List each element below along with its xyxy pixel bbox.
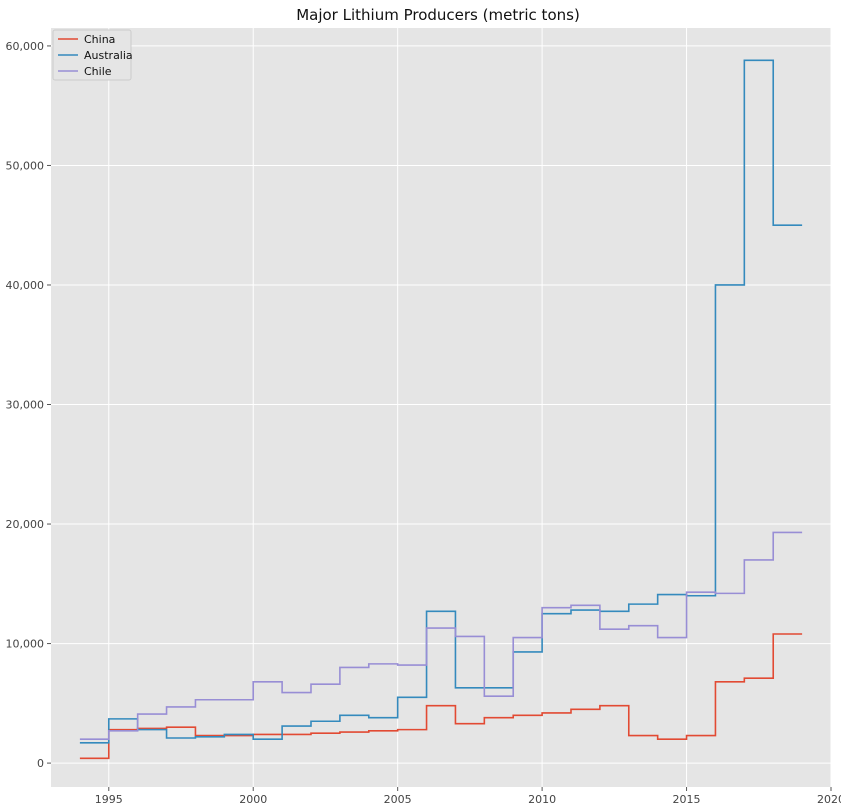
x-tick-label: 1995: [95, 793, 123, 806]
y-tick-label: 30,000: [6, 399, 45, 412]
y-tick-label: 10,000: [6, 638, 45, 651]
y-tick-label: 40,000: [6, 279, 45, 292]
series-line-chile: [79, 531, 803, 740]
y-tick-label: 20,000: [6, 518, 45, 531]
legend-label-chile: Chile: [84, 65, 112, 78]
grid: [51, 28, 832, 787]
legend-box: [52, 29, 132, 81]
y-tick-label: 60,000: [6, 40, 45, 53]
x-tick-label: 2015: [673, 793, 701, 806]
x-tick-label: 2000: [239, 793, 267, 806]
legend-label-china: China: [84, 33, 115, 46]
y-axis: 0 10,000 20,000 30,000 40,000 50,000 60,000: [6, 40, 51, 770]
chart-title: Major Lithium Producers (metric tons): [296, 6, 580, 24]
legend-label-australia: Australia: [84, 49, 133, 62]
legend: China Australia Chile: [52, 29, 133, 81]
series-line-china: [79, 633, 803, 760]
series-layer: [79, 59, 803, 760]
x-tick-label: 2005: [384, 793, 412, 806]
plot-background: [51, 28, 831, 787]
y-tick-label: 50,000: [6, 159, 45, 172]
x-tick-label: 2010: [528, 793, 556, 806]
y-tick-label: 0: [37, 757, 44, 770]
